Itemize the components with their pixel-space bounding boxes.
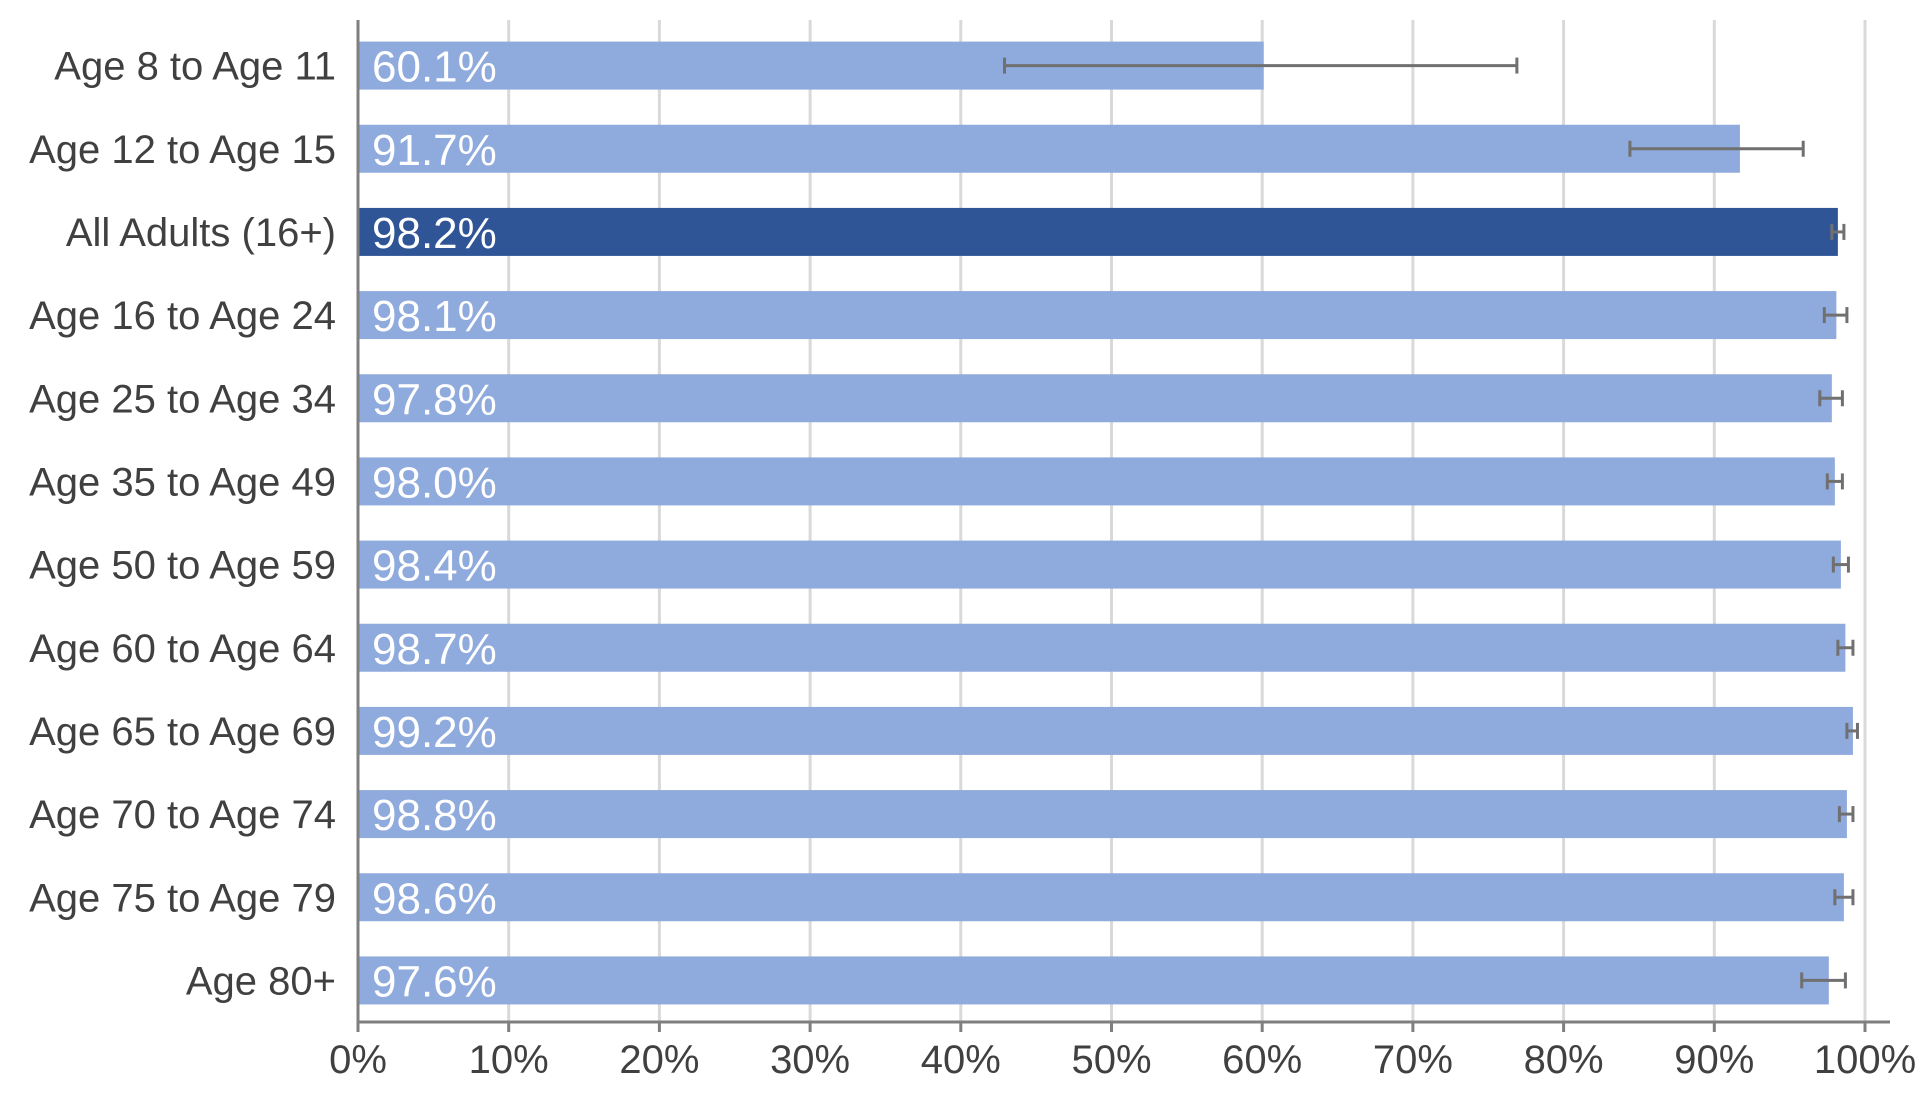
category-label-4: Age 25 to Age 34: [29, 377, 336, 421]
bar-7: [358, 623, 1846, 672]
x-tick-label-60: 60%: [1222, 1038, 1302, 1082]
category-label-2: All Adults (16+): [66, 211, 336, 255]
value-label-6: 98.4%: [372, 542, 497, 591]
value-label-8: 99.2%: [372, 708, 497, 757]
value-label-10: 98.6%: [372, 874, 497, 923]
value-label-7: 98.7%: [372, 625, 497, 674]
bar-3: [358, 291, 1837, 340]
x-tick-label-50: 50%: [1071, 1038, 1151, 1082]
x-tick-label-80: 80%: [1524, 1038, 1604, 1082]
category-label-8: Age 65 to Age 69: [29, 710, 336, 754]
category-label-11: Age 80+: [186, 959, 336, 1003]
category-label-6: Age 50 to Age 59: [29, 544, 336, 588]
bar-4: [358, 374, 1832, 423]
bar-8: [358, 706, 1853, 755]
x-tick-label-40: 40%: [921, 1038, 1001, 1082]
value-label-9: 98.8%: [372, 791, 497, 840]
bar-10: [358, 873, 1844, 922]
x-tick-label-100: 100%: [1814, 1038, 1916, 1082]
category-label-7: Age 60 to Age 64: [29, 627, 336, 671]
value-label-11: 97.6%: [372, 957, 497, 1006]
category-label-9: Age 70 to Age 74: [29, 793, 336, 837]
x-tick-label-30: 30%: [770, 1038, 850, 1082]
x-tick-label-90: 90%: [1674, 1038, 1754, 1082]
bar-6: [358, 540, 1841, 589]
x-tick-label-0: 0%: [329, 1038, 387, 1082]
x-tick-label-70: 70%: [1373, 1038, 1453, 1082]
value-label-4: 97.8%: [372, 375, 497, 424]
value-label-1: 91.7%: [372, 126, 497, 175]
value-label-5: 98.0%: [372, 458, 497, 507]
bar-9: [358, 790, 1847, 839]
category-label-10: Age 75 to Age 79: [29, 876, 336, 920]
x-tick-label-20: 20%: [619, 1038, 699, 1082]
bar-5: [358, 457, 1835, 506]
category-label-3: Age 16 to Age 24: [29, 294, 336, 338]
bar-1: [358, 124, 1740, 173]
value-label-0: 60.1%: [372, 43, 497, 92]
category-label-1: Age 12 to Age 15: [29, 128, 336, 172]
value-label-2: 98.2%: [372, 209, 497, 258]
category-label-5: Age 35 to Age 49: [29, 460, 336, 504]
bar-2: [358, 207, 1838, 256]
x-tick-label-10: 10%: [469, 1038, 549, 1082]
bar-11: [358, 956, 1829, 1005]
category-label-0: Age 8 to Age 11: [54, 45, 336, 89]
value-label-3: 98.1%: [372, 292, 497, 341]
